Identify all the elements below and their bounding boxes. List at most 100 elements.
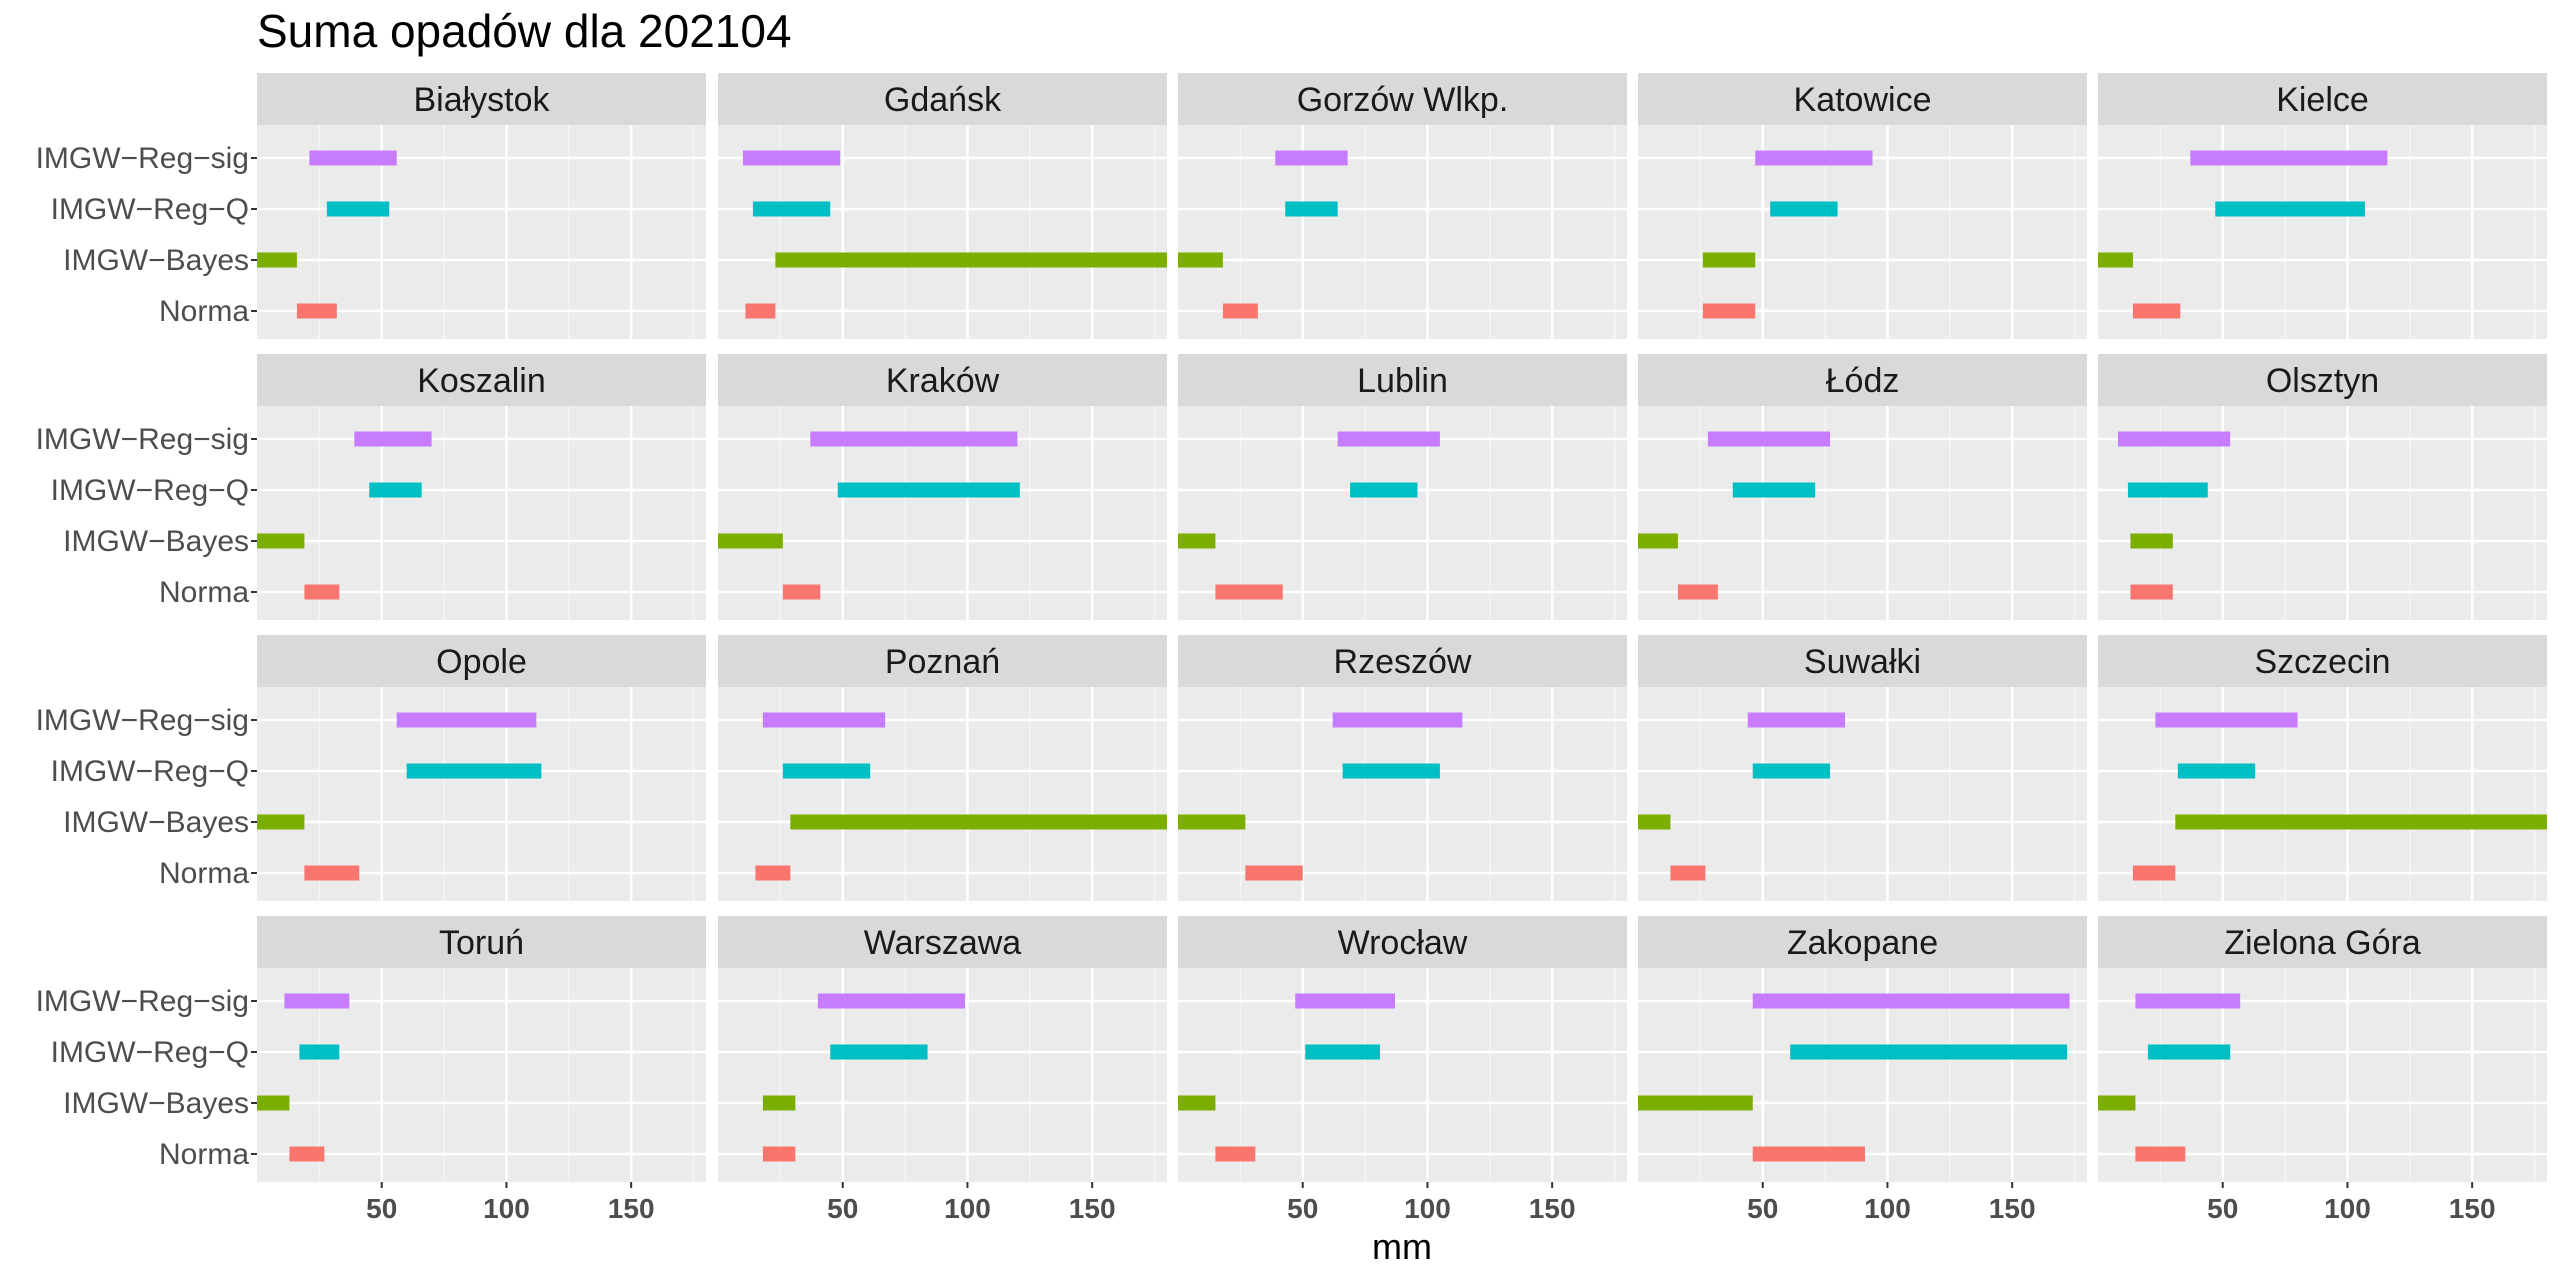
- facet-panel: Kraków: [718, 354, 1167, 620]
- range-bar: [752, 201, 831, 217]
- range-bar: [742, 150, 841, 166]
- y-tick-label: IMGW−Reg−Q: [51, 193, 249, 226]
- facet-panel: Białystok IMGW−Reg−sig IMGW−Reg−Q IMGW−Baye…: [36, 73, 706, 339]
- range-bar: [1770, 201, 1838, 217]
- range-bar: [1222, 303, 1258, 319]
- range-bar: [1670, 865, 1706, 881]
- y-tick-label: IMGW−Bayes: [63, 806, 249, 839]
- y-tick-label: Norma: [159, 1138, 249, 1171]
- facet-strip: [718, 354, 1167, 406]
- range-bar: [1752, 763, 1831, 779]
- x-tick-label: 50: [1747, 1193, 1778, 1224]
- range-bar: [1790, 1044, 2068, 1060]
- y-tick-label: IMGW−Bayes: [63, 1087, 249, 1120]
- facet-panel: Rzeszów: [1178, 635, 1627, 901]
- facet-title: Rzeszów: [1334, 643, 1472, 681]
- range-bar: [1755, 150, 1873, 166]
- facet-title: Toruń: [439, 924, 524, 962]
- facet-panel: Zielona Góra 50 100 150: [2098, 916, 2547, 1224]
- facet-title: Gorzów Wlkp.: [1297, 81, 1509, 119]
- facet-panel: Szczecin: [2098, 635, 2547, 901]
- facet-panel: Olsztyn: [2098, 354, 2547, 620]
- range-bar: [2098, 1095, 2136, 1111]
- range-bar: [2175, 814, 2547, 830]
- facet-strip: [718, 916, 1167, 968]
- facet-panel: Kielce: [2098, 73, 2547, 339]
- range-bar: [2132, 865, 2176, 881]
- x-tick-label: 50: [2207, 1193, 2238, 1224]
- facet-strip: [718, 635, 1167, 687]
- range-bar: [354, 431, 432, 447]
- facet-strip: [2098, 354, 2547, 406]
- facet-title: Zakopane: [1787, 924, 1938, 962]
- range-bar: [782, 763, 871, 779]
- facet-strip: [1638, 354, 2087, 406]
- facet-title: Łódz: [1826, 362, 1900, 400]
- x-tick-label: 150: [1069, 1193, 1116, 1224]
- range-bar: [1638, 814, 1671, 830]
- facet-panel: Katowice: [1638, 73, 2087, 339]
- range-bar: [1295, 993, 1396, 1009]
- range-bar: [257, 252, 297, 268]
- facet-title: Olsztyn: [2266, 362, 2379, 400]
- range-bar: [2147, 1044, 2231, 1060]
- range-bar: [2130, 533, 2173, 549]
- y-tick-label: Norma: [159, 857, 249, 890]
- facet-title: Szczecin: [2254, 643, 2390, 681]
- chart-title: Suma opadów dla 202104: [257, 5, 792, 57]
- facet-panel: Warszawa 50 100 150: [718, 916, 1167, 1224]
- facet-title: Kraków: [886, 362, 1000, 400]
- range-bar: [817, 993, 965, 1009]
- facet-strip: [718, 73, 1167, 125]
- facet-strip: [257, 73, 706, 125]
- facet-title: Białystok: [413, 81, 550, 119]
- range-bar: [1178, 533, 1216, 549]
- facet-panel: Poznań: [718, 635, 1167, 901]
- x-axis-label: mm: [1372, 1226, 1432, 1267]
- facet-strip: [1178, 73, 1627, 125]
- range-bar: [762, 712, 886, 728]
- x-tick-label: 100: [1864, 1193, 1911, 1224]
- range-bar: [1215, 584, 1283, 600]
- range-bar: [369, 482, 422, 498]
- facet-panel: Lublin: [1178, 354, 1627, 620]
- facet-strip: [2098, 73, 2547, 125]
- range-bar: [1215, 1146, 1256, 1162]
- y-tick-label: IMGW−Reg−Q: [51, 755, 249, 788]
- y-tick-label: Norma: [159, 295, 249, 328]
- facet-panel: Opole IMGW−Reg−sig IMGW−Reg−Q IMGW−Bayes Nor…: [36, 635, 706, 901]
- range-bar: [296, 303, 337, 319]
- facet-strip: [257, 635, 706, 687]
- range-bar: [2215, 201, 2365, 217]
- facet-panel: Gorzów Wlkp.: [1178, 73, 1627, 339]
- range-bar: [257, 814, 305, 830]
- facet-title: Suwałki: [1804, 643, 1921, 681]
- range-bar: [2127, 482, 2208, 498]
- range-bar: [2117, 431, 2231, 447]
- range-bar: [1178, 814, 1246, 830]
- range-bar: [257, 533, 305, 549]
- range-bar: [289, 1146, 325, 1162]
- facet-panel: Suwałki: [1638, 635, 2087, 901]
- range-bar: [2190, 150, 2388, 166]
- range-bar: [2132, 303, 2181, 319]
- x-tick-label: 50: [366, 1193, 397, 1224]
- range-bar: [396, 712, 537, 728]
- facet-strip: [1638, 73, 2087, 125]
- range-bar: [1305, 1044, 1381, 1060]
- range-bar: [745, 303, 776, 319]
- facet-strip: [257, 354, 706, 406]
- range-bar: [304, 584, 340, 600]
- range-bar: [2098, 252, 2133, 268]
- range-bar: [1275, 150, 1348, 166]
- range-bar: [2155, 712, 2298, 728]
- range-bar: [1677, 584, 1718, 600]
- facet-title: Opole: [436, 643, 527, 681]
- range-bar: [2177, 763, 2256, 779]
- range-bar: [1285, 201, 1338, 217]
- y-tick-label: IMGW−Reg−sig: [36, 423, 249, 456]
- facet-title: Wrocław: [1338, 924, 1468, 962]
- facet-strip: [1178, 916, 1627, 968]
- facet-panel: Koszalin IMGW−Reg−sig IMGW−Reg−Q IMGW−Bayes…: [36, 354, 706, 620]
- y-tick-label: IMGW−Reg−Q: [51, 1036, 249, 1069]
